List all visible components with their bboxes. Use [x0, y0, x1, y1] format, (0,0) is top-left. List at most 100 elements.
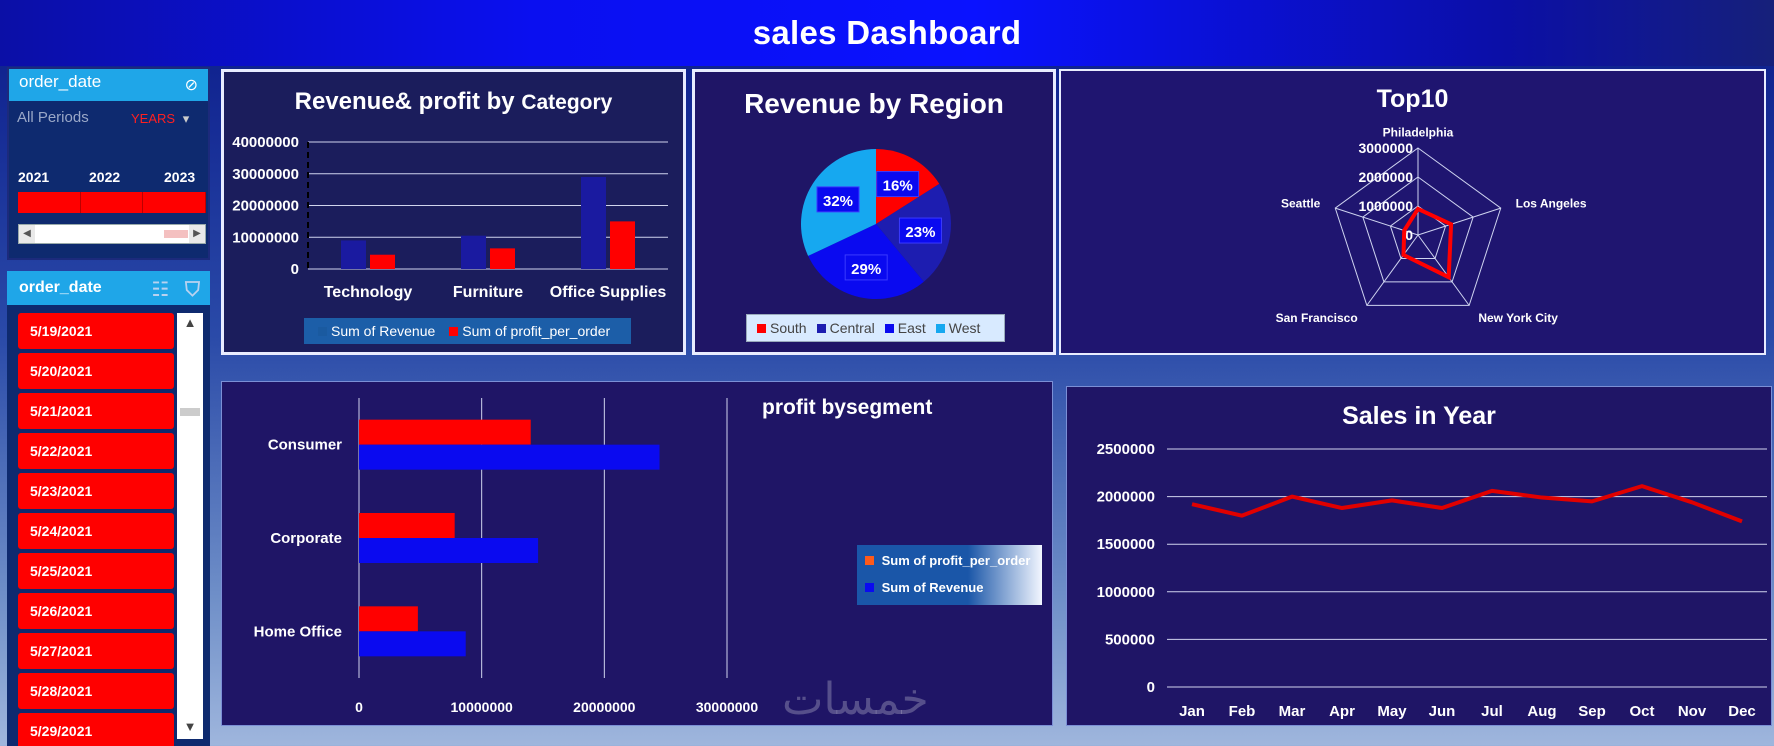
- legend-label-revenue: Sum of Revenue: [331, 323, 436, 339]
- x-tick-label: Oct: [1629, 703, 1654, 720]
- x-tick-label: May: [1377, 703, 1407, 720]
- filter-clear-icon[interactable]: ⛉: [185, 279, 200, 301]
- segment-chart-legend: Sum of profit_per_order Sum of Revenue: [857, 545, 1042, 605]
- category-chart-panel: Revenue& profit by Category 0 10000000 200…: [221, 69, 686, 355]
- bar-revenue: [359, 631, 466, 657]
- radar-axis-label: San Francisco: [1276, 311, 1358, 325]
- year-label-2022: 2022: [89, 169, 121, 185]
- date-item-list: 5/19/2021 5/20/2021 5/21/2021 5/22/2021 5/23…: [18, 313, 174, 746]
- category-chart-legend: Sum of Revenue Sum of profit_per_order: [304, 318, 631, 344]
- bar-revenue: [359, 444, 660, 470]
- sales-year-chart-panel: Sales in Year 0 500000 1000000 1500000 20000…: [1066, 386, 1772, 726]
- x-tick-label: Dec: [1728, 703, 1756, 720]
- scroll-thumb[interactable]: [164, 230, 188, 238]
- time-level-label: YEARS: [131, 111, 176, 126]
- date-slicer-item[interactable]: 5/24/2021: [18, 513, 174, 549]
- legend-label-west: West: [948, 320, 981, 336]
- scroll-left-icon[interactable]: ◀: [19, 225, 35, 243]
- radar-spoke: [1417, 207, 1501, 236]
- y-tick-label: 20000000: [232, 198, 299, 215]
- data-label-box: [876, 171, 920, 198]
- segment-bar-chart: 0 10000000 20000000 30000000 Consumer Corpora…: [254, 398, 759, 715]
- date-list-slicer: order_date ☷ ⛉ 5/19/2021 5/20/2021 5/21/20…: [7, 271, 210, 746]
- period-label: All Periods: [17, 109, 89, 126]
- timeline-year-bar[interactable]: [18, 192, 207, 213]
- x-tick-label: Jan: [1179, 703, 1205, 720]
- watermark: خمسات: [782, 674, 929, 725]
- y-tick-label: Home Office: [254, 623, 342, 640]
- x-tick-label: Technology: [324, 284, 413, 301]
- bar-revenue: [461, 235, 486, 269]
- dashboard-header: sales Dashboard: [0, 0, 1774, 66]
- timeline-scrollbar[interactable]: ◀ ▶: [18, 224, 206, 244]
- region-pie-chart: 16% 23% 29% 32%: [801, 149, 951, 299]
- legend-label-profit: Sum of profit_per_order: [462, 323, 611, 339]
- legend-swatch-south: [757, 323, 766, 333]
- date-slicer-item[interactable]: 5/25/2021: [18, 553, 174, 589]
- top10-chart-panel: Top10 Philadelphia Los Angeles New York Ci…: [1059, 69, 1766, 355]
- scroll-down-icon[interactable]: ▼: [183, 719, 197, 734]
- y-tick-label: 0: [1147, 679, 1155, 696]
- region-chart-title: Revenue by Region: [744, 88, 1004, 119]
- category-chart-title-main: Revenue& profit by: [294, 88, 515, 115]
- x-tick-label: 30000000: [696, 699, 759, 715]
- region-chart-panel: Revenue by Region 16% 23% 29% 32% South Cent…: [692, 69, 1056, 355]
- date-slicer-item[interactable]: 5/26/2021: [18, 593, 174, 629]
- bar-profit: [359, 419, 531, 445]
- y-tick-label: 30000000: [232, 166, 299, 183]
- y-tick-label: 2000000: [1097, 489, 1155, 506]
- data-label: 32%: [823, 193, 853, 210]
- data-label: 16%: [883, 178, 913, 195]
- date-slicer-item[interactable]: 5/28/2021: [18, 673, 174, 709]
- data-label: 23%: [905, 224, 935, 241]
- legend-swatch-revenue: [318, 326, 327, 336]
- timeline-header: order_date ⊘: [9, 69, 208, 101]
- x-tick-label: 0: [355, 699, 363, 715]
- year-label-2021: 2021: [18, 169, 50, 185]
- sales-year-chart-title: Sales in Year: [1342, 402, 1496, 430]
- date-list-scrollbar[interactable]: ▲ ▼: [177, 313, 203, 739]
- date-slicer-item[interactable]: 5/27/2021: [18, 633, 174, 669]
- y-tick-label: Corporate: [270, 530, 342, 547]
- y-tick-label: 2500000: [1097, 441, 1155, 458]
- radar-ring: [1334, 147, 1502, 306]
- bar-profit: [490, 248, 515, 269]
- date-slicer-header: order_date ☷ ⛉: [7, 271, 210, 305]
- sales-line: [1191, 484, 1743, 524]
- category-chart-title: Revenue& profit by Category: [224, 88, 683, 116]
- top10-chart-title: Top10: [1376, 85, 1449, 113]
- date-slicer-item[interactable]: 5/21/2021: [18, 393, 174, 429]
- x-tick-label: Jun: [1429, 703, 1456, 720]
- date-slicer-item[interactable]: 5/19/2021: [18, 313, 174, 349]
- radar-spoke: [1366, 234, 1419, 306]
- scroll-up-icon[interactable]: ▲: [183, 315, 197, 330]
- category-chart-title-suffix: Category: [521, 91, 613, 114]
- date-slicer-item[interactable]: 5/20/2021: [18, 353, 174, 389]
- timeline-slicer[interactable]: order_date ⊘ All Periods YEARS ▾ 2021 20…: [7, 67, 210, 260]
- date-slicer-item[interactable]: 5/22/2021: [18, 433, 174, 469]
- filter-clear-icon[interactable]: ⊘: [184, 77, 198, 94]
- radar-ring: [1362, 176, 1474, 283]
- bar-profit: [359, 606, 418, 632]
- multi-select-icon[interactable]: ☷: [151, 279, 170, 301]
- segment-chart-panel: profit bysegment 0 10000000 20000000 300000…: [221, 381, 1053, 726]
- region-chart-legend: South Central East West: [746, 314, 1005, 342]
- x-tick-label: Jul: [1481, 703, 1503, 720]
- radar-spoke: [1417, 234, 1470, 306]
- chevron-down-icon: ▾: [182, 111, 190, 126]
- y-tick-label: 500000: [1105, 631, 1155, 648]
- date-slicer-item[interactable]: 5/29/2021: [18, 713, 174, 746]
- time-level-dropdown[interactable]: YEARS ▾: [131, 111, 189, 127]
- date-slicer-header-label: order_date: [19, 279, 102, 296]
- legend-label-central: Central: [829, 320, 875, 336]
- date-slicer-item[interactable]: 5/23/2021: [18, 473, 174, 509]
- legend-swatch-profit: [449, 326, 459, 336]
- scroll-thumb[interactable]: [180, 408, 200, 416]
- timeline-header-label: order_date: [19, 72, 102, 91]
- bar-profit: [610, 221, 635, 269]
- x-tick-label: Sep: [1578, 703, 1606, 720]
- x-tick-label: Aug: [1527, 703, 1556, 720]
- radar-axis-label: New York City: [1478, 311, 1558, 325]
- scroll-right-icon[interactable]: ▶: [189, 225, 205, 243]
- legend-label-revenue: Sum of Revenue: [881, 580, 984, 595]
